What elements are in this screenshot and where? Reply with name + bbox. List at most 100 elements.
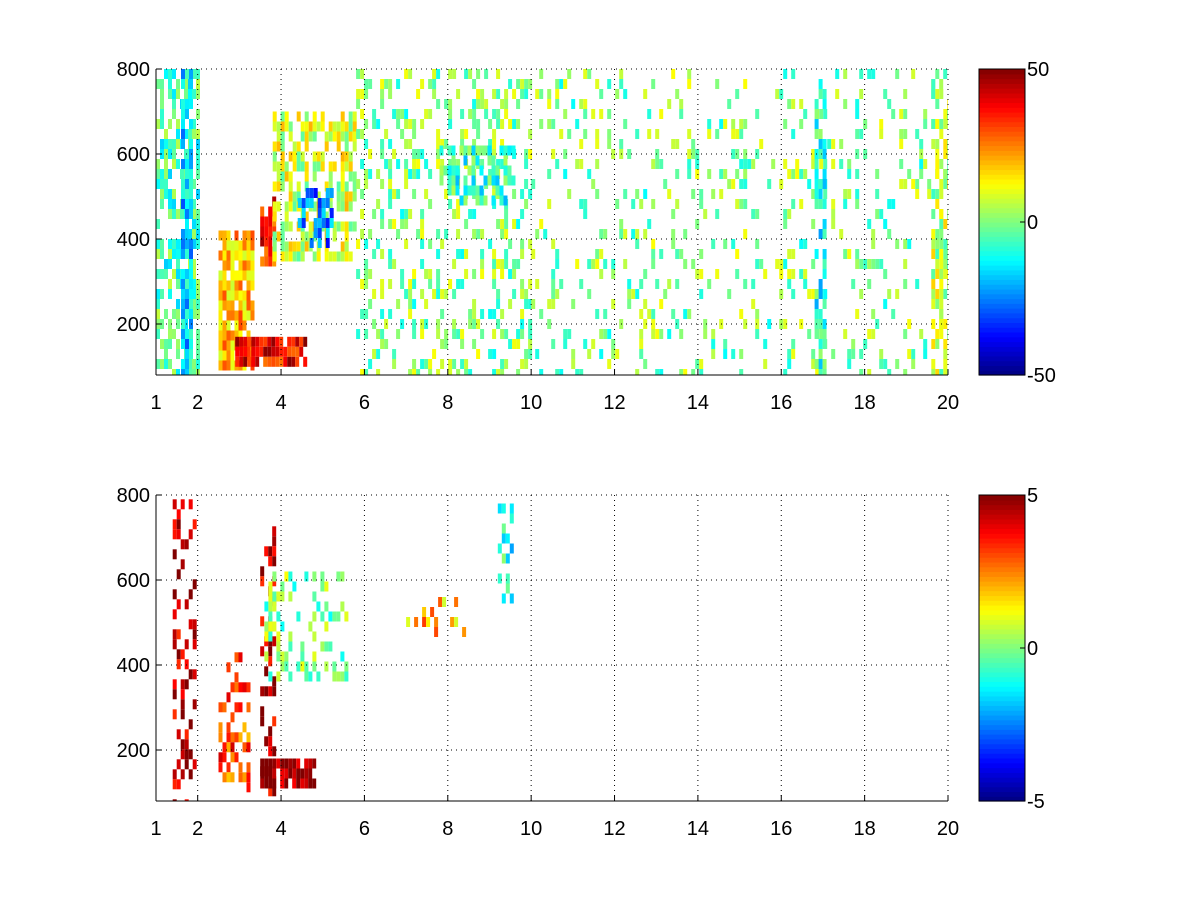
heatmap-cell: [316, 601, 321, 612]
heatmap-cell: [911, 359, 916, 369]
heatmap-cell: [855, 259, 860, 269]
heatmap-cell: [524, 359, 529, 369]
heatmap-cell: [280, 581, 285, 592]
heatmap-cell: [185, 369, 189, 375]
heatmap-cell: [943, 349, 948, 359]
heatmap-cell: [436, 369, 441, 375]
heatmap-cell: [675, 249, 680, 259]
heatmap-cell: [814, 359, 819, 369]
heatmap-cell: [496, 319, 501, 329]
x-tick-label: 18: [854, 818, 876, 840]
colorbar-segment: [979, 178, 1025, 185]
heatmap-cell: [822, 169, 827, 179]
heatmap-cell: [939, 219, 944, 229]
heatmap-cell: [226, 330, 231, 341]
heatmap-cell: [919, 159, 924, 169]
heatmap-cell: [156, 119, 160, 129]
heatmap-cell: [276, 181, 281, 192]
heatmap-cell: [404, 159, 409, 169]
heatmap-cell: [671, 229, 676, 239]
heatmap-cell: [284, 121, 289, 132]
colorbar-segment: [979, 193, 1025, 199]
heatmap-cell: [639, 279, 644, 289]
heatmap-cell: [563, 79, 568, 89]
heatmap-cell: [180, 749, 185, 760]
heatmap-cell: [639, 329, 644, 339]
heatmap-cell: [472, 309, 477, 319]
heatmap-cell: [408, 289, 413, 299]
heatmap-cell: [176, 309, 180, 319]
heatmap-cell: [184, 659, 189, 670]
heatmap-cell: [859, 89, 864, 99]
colorbar-segment: [979, 164, 1025, 171]
heatmap-cell: [168, 169, 172, 179]
heatmap-cell: [275, 336, 280, 347]
heatmap-cell: [180, 679, 185, 690]
heatmap-cell: [172, 709, 177, 720]
heatmap-cell: [238, 310, 243, 321]
heatmap-cell: [168, 89, 172, 99]
heatmap-cell: [181, 249, 185, 259]
heatmap-cell: [164, 269, 168, 279]
heatmap-cell: [631, 199, 636, 209]
heatmap-cell: [185, 69, 189, 79]
heatmap-cell: [651, 239, 656, 249]
heatmap-cell: [260, 758, 265, 769]
heatmap-cell: [855, 169, 860, 179]
heatmap-cell: [288, 171, 293, 182]
heatmap-cell: [931, 269, 936, 279]
heatmap-cell: [156, 239, 160, 249]
heatmap-cell: [412, 119, 417, 129]
heatmap-cell: [168, 209, 172, 219]
heatmap-cell: [280, 171, 285, 182]
heatmap-cell: [422, 617, 427, 627]
heatmap-cell: [172, 689, 177, 700]
heatmap-cell: [432, 289, 437, 299]
heatmap-cell: [659, 249, 664, 259]
heatmap-cell: [388, 279, 393, 289]
heatmap-cell: [512, 289, 517, 299]
heatmap-cell: [919, 169, 924, 179]
heatmap-cell: [181, 299, 185, 309]
heatmap-cell: [184, 679, 189, 690]
heatmap-cell: [320, 641, 325, 652]
heatmap-cell: [818, 359, 823, 369]
heatmap-cell: [611, 149, 616, 159]
heatmap-cell: [931, 369, 936, 375]
heatmap-cell: [247, 336, 252, 347]
colorbar-segment: [979, 365, 1025, 371]
heatmap-cell: [380, 279, 385, 289]
heatmap-cell: [743, 279, 748, 289]
heatmap-cell: [791, 99, 796, 109]
heatmap-cell: [364, 309, 369, 319]
heatmap-cell: [268, 736, 273, 747]
heatmap-cell: [450, 617, 455, 627]
heatmap-cell: [460, 339, 465, 349]
heatmap-cell: [516, 329, 521, 339]
heatmap-cell: [392, 149, 397, 159]
heatmap-cell: [316, 161, 321, 172]
heatmap-cell: [883, 219, 888, 229]
heatmap-cell: [264, 216, 269, 227]
x-tick-label: 14: [687, 818, 709, 840]
heatmap-cell: [595, 309, 600, 319]
heatmap-cell: [579, 199, 584, 209]
heatmap-cell: [292, 161, 297, 172]
heatmap-cell: [238, 320, 243, 331]
heatmap-cell: [503, 145, 508, 156]
heatmap-cell: [463, 185, 468, 196]
heatmap-cell: [472, 229, 477, 239]
heatmap-cell: [239, 336, 244, 347]
heatmap-cell: [292, 141, 297, 152]
heatmap-cell: [348, 111, 353, 122]
heatmap-cell: [295, 346, 300, 357]
colorbar-tick-label: 50: [1027, 59, 1049, 81]
heatmap-cell: [404, 69, 409, 79]
heatmap-cell: [818, 309, 823, 319]
colorbar-segment: [979, 595, 1025, 601]
colorbar-segment: [979, 585, 1025, 592]
heatmap-cell: [587, 69, 592, 79]
heatmap-cell: [799, 199, 804, 209]
heatmap-cell: [368, 269, 373, 279]
heatmap-cell: [376, 369, 381, 375]
